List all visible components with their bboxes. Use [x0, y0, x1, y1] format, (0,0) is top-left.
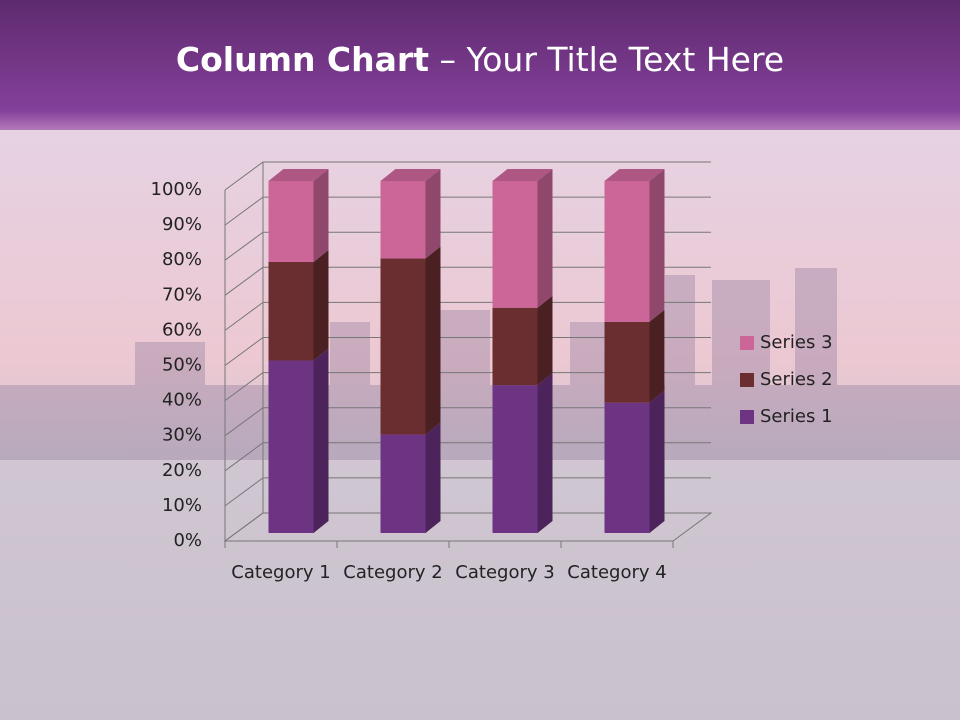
legend-swatch: [740, 410, 754, 424]
bar: [268, 169, 329, 262]
bar-side: [649, 169, 665, 322]
bar-front: [604, 402, 650, 533]
bar: [492, 295, 553, 386]
bar: [604, 390, 665, 533]
legend-label: Series 2: [760, 369, 833, 390]
bar: [268, 348, 329, 533]
bar: [380, 422, 441, 533]
bar: [380, 246, 441, 435]
legend-swatch: [740, 336, 754, 350]
bar-front: [380, 434, 426, 533]
bar: [380, 169, 441, 259]
y-tick-label: 10%: [162, 495, 202, 516]
bar-side: [313, 169, 329, 262]
y-tick-label: 0%: [173, 530, 202, 551]
title-rest: – Your Title Text Here: [439, 40, 785, 79]
x-tick-label: Category 3: [455, 562, 555, 583]
bar-top: [604, 169, 665, 181]
bar-front: [380, 258, 426, 435]
y-tick-label: 50%: [162, 355, 202, 376]
bar-side: [425, 422, 441, 533]
bar-top: [268, 169, 329, 181]
y-tick-label: 20%: [162, 460, 202, 481]
bar: [492, 373, 553, 533]
bar-front: [268, 261, 314, 361]
bar-side: [313, 249, 329, 361]
bar-front: [268, 181, 314, 262]
bar-front: [492, 307, 538, 386]
x-tick-label: Category 2: [343, 562, 443, 583]
bar-front: [492, 385, 538, 533]
y-tick-label: 80%: [162, 249, 202, 270]
y-tick-label: 70%: [162, 284, 202, 305]
bar-front: [492, 181, 538, 308]
bar-front: [380, 181, 426, 259]
title: Column Chart – Your Title Text Here: [0, 40, 960, 79]
bar-side: [537, 373, 553, 533]
bar-side: [649, 390, 665, 533]
y-tick-label: 100%: [151, 179, 202, 200]
bar: [492, 169, 553, 308]
title-bold: Column Chart: [175, 40, 429, 79]
bar-side: [425, 246, 441, 435]
bar: [604, 169, 665, 322]
header-band: [0, 0, 960, 130]
bar-side: [649, 309, 665, 403]
skyline: [0, 268, 960, 460]
y-tick-label: 30%: [162, 425, 202, 446]
bar-top: [492, 169, 553, 181]
y-tick-label: 40%: [162, 390, 202, 411]
y-tick-label: 60%: [162, 319, 202, 340]
y-tick-label: 90%: [162, 214, 202, 235]
legend-label: Series 3: [760, 332, 833, 353]
legend-label: Series 1: [760, 406, 833, 427]
bar-top: [380, 169, 441, 181]
bar: [604, 309, 665, 403]
bar-front: [604, 181, 650, 322]
bar-side: [425, 169, 441, 259]
x-tick-label: Category 1: [231, 562, 331, 583]
bar-front: [604, 321, 650, 403]
bar: [268, 249, 329, 361]
x-tick-label: Category 4: [567, 562, 667, 583]
legend-swatch: [740, 373, 754, 387]
bar-front: [268, 360, 314, 533]
bar-side: [313, 348, 329, 533]
bar-side: [537, 295, 553, 386]
bar-side: [537, 169, 553, 308]
